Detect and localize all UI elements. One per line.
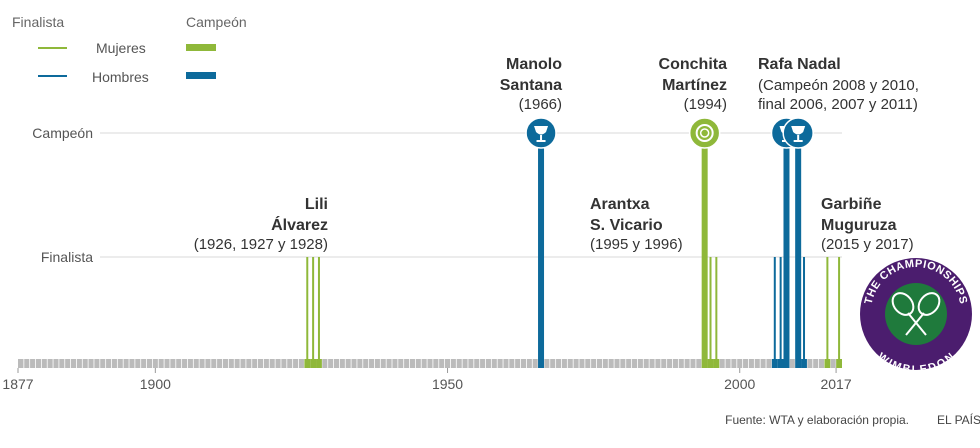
arantxa-vicario-name-line1: Arantxa — [590, 196, 650, 213]
trophy-cup-icon — [782, 117, 814, 149]
timeline-bar — [18, 359, 842, 368]
plate-outer-ring — [695, 124, 714, 142]
title-bar — [538, 133, 545, 368]
timeline-year-highlight — [310, 359, 317, 368]
x-axis-tick-label: 1950 — [432, 376, 463, 392]
logo-green-center — [885, 283, 947, 345]
lili-alvarez-name-line2: Álvarez — [271, 215, 328, 234]
lili-alvarez-years: (1926, 1927 y 1928) — [194, 236, 328, 253]
timeline-year-highlight — [824, 359, 831, 368]
timeline-year-highlight — [801, 359, 807, 368]
plate-inner-ring — [699, 128, 710, 138]
title-bar — [701, 133, 708, 368]
garbine-muguruza-years: (2015 y 2017) — [821, 236, 914, 253]
wimbledon-logo: THE CHAMPIONSHIPS WIMBLEDON — [860, 258, 972, 376]
timeline-year-highlight — [771, 359, 778, 368]
x-axis-tick-label: 2000 — [724, 376, 755, 392]
lili-alvarez-name-line1: Lili — [305, 196, 328, 213]
legend-men-label: Hombres — [92, 69, 149, 85]
legend-men-champion-swatch — [186, 72, 216, 79]
trophy-cup-icon — [525, 117, 557, 149]
conchita-martinez-years: (1994) — [684, 96, 727, 113]
trophy-base — [793, 140, 803, 142]
crossed-rackets-icon — [891, 292, 941, 336]
x-axis-tick-label: 1900 — [140, 376, 171, 392]
arantxa-vicario-years: (1995 y 1996) — [590, 236, 683, 253]
x-axis-tick-label: 1877 — [2, 376, 33, 392]
trophy-cup-shape — [534, 126, 549, 135]
brand-label: EL PAÍS — [937, 412, 980, 427]
timeline-year-highlight — [707, 359, 714, 368]
champion-level-label: Campeón — [32, 125, 93, 141]
title-bar — [783, 133, 790, 368]
rafa-nadal-detail-line1: (Campeón 2008 y 2010, — [758, 77, 919, 94]
timeline-year-highlight — [316, 359, 322, 368]
timeline-year-highlight — [713, 359, 720, 368]
plate-trophy-icon — [688, 117, 721, 149]
legend-women-label: Mujeres — [96, 40, 146, 56]
player-labels: Lili Álvarez (1926, 1927 y 1928) Manolo … — [194, 56, 919, 253]
rafa-nadal-name: Rafa Nadal — [758, 56, 841, 73]
manolo-santana-name-line1: Manolo — [506, 56, 562, 73]
trophy-base — [536, 140, 546, 142]
legend-champion-header: Campeón — [186, 14, 247, 30]
finalist-level-label: Finalista — [41, 249, 93, 265]
legend-women-champion-swatch — [186, 44, 216, 51]
manolo-santana-name-line2: Santana — [500, 77, 562, 94]
timeline-year-highlight — [836, 359, 842, 368]
timeline-year-highlight — [777, 359, 784, 368]
manolo-santana-years: (1966) — [519, 96, 562, 113]
rafa-nadal-detail-line2: final 2006, 2007 y 2011) — [758, 96, 918, 113]
trophy-stem — [540, 135, 543, 140]
trophy-stem — [797, 135, 800, 140]
legend: Finalista Campeón Mujeres Hombres — [12, 14, 247, 85]
arantxa-vicario-name-line2: S. Vicario — [590, 217, 663, 234]
trophy-cup-shape — [791, 126, 806, 135]
source-note: Fuente: WTA y elaboración propia. — [725, 413, 909, 427]
x-axis-tick-label: 2017 — [820, 376, 851, 392]
player-marks — [304, 117, 842, 368]
garbine-muguruza-name-line2: Muguruza — [821, 217, 897, 234]
garbine-muguruza-name-line1: Garbiñe — [821, 196, 882, 213]
x-axis-labels: 1877 1900 1950 2000 2017 — [2, 368, 852, 392]
champion-badge — [688, 117, 721, 149]
timeline-year-highlight — [304, 359, 311, 368]
legend-finalist-header: Finalista — [12, 14, 64, 30]
conchita-martinez-name-line2: Martínez — [662, 77, 727, 94]
conchita-martinez-name-line1: Conchita — [659, 56, 728, 73]
title-bar — [795, 133, 802, 368]
